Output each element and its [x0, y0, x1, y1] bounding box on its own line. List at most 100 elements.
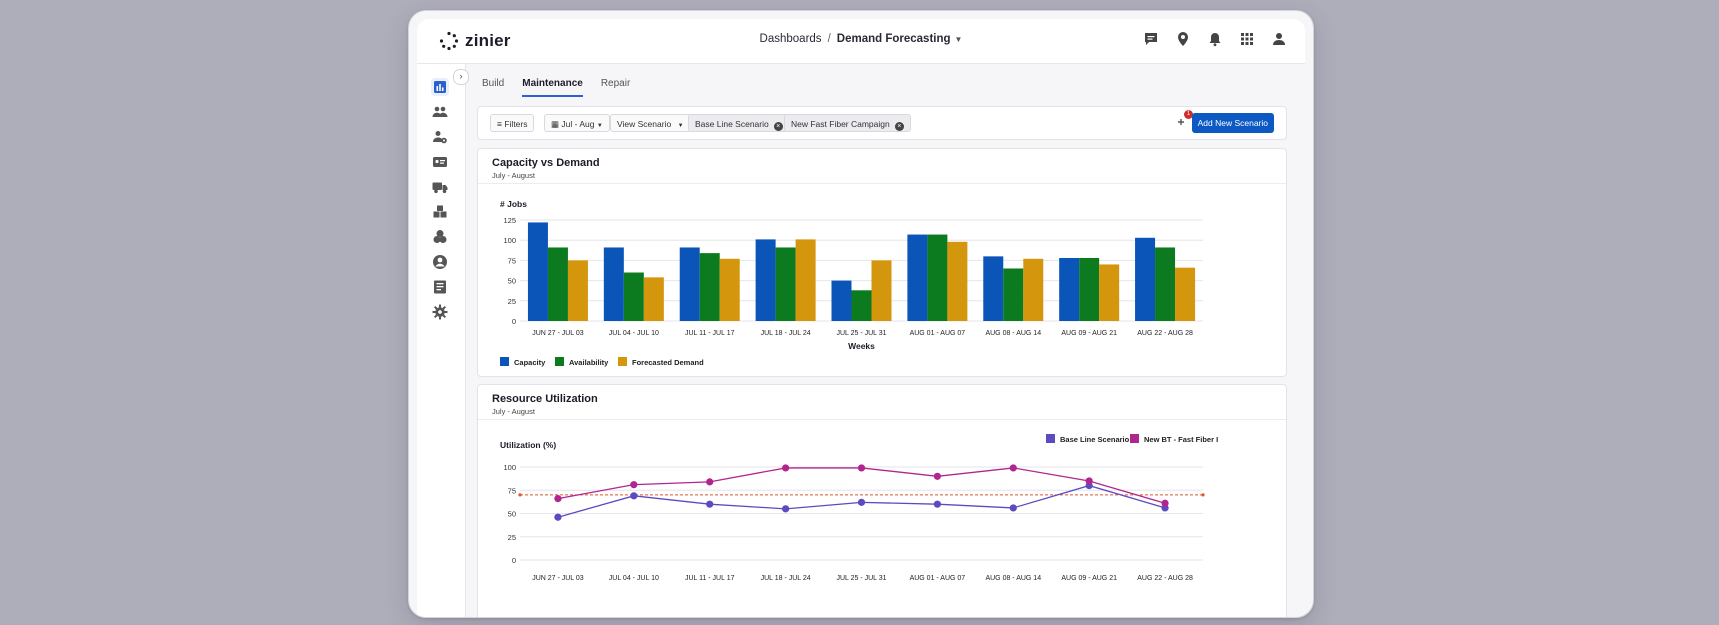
location-pin-icon[interactable] [1175, 31, 1191, 47]
card-subtitle: July - August [492, 171, 535, 180]
bar-forecasted-demand [643, 277, 664, 321]
legend-label: Capacity [514, 358, 546, 367]
user-account-icon[interactable] [1271, 31, 1287, 47]
tab-bar: Build Maintenance Repair [482, 78, 630, 97]
breadcrumb-parent[interactable]: Dashboards [759, 33, 822, 45]
sidebar-item-workforce[interactable] [431, 128, 449, 146]
x-tick-label: AUG 08 - AUG 14 [985, 575, 1041, 582]
threshold-endpoint [1201, 493, 1205, 497]
sidebar-item-profile[interactable] [431, 253, 449, 271]
y-tick-label: 50 [508, 277, 516, 286]
report-icon [434, 280, 446, 294]
y-tick-label: 50 [508, 510, 516, 519]
legend-swatch [1046, 434, 1055, 443]
x-tick-label: AUG 01 - AUG 07 [910, 575, 966, 582]
resource-utilization-line-chart: Utilization (%) 0 25 50 75 100 JUN 27 - JUL 03… [500, 434, 1218, 582]
x-tick-label: AUG 22 - AUG 28 [1137, 330, 1193, 337]
legend-swatch [500, 357, 509, 366]
view-scenario-select[interactable]: View Scenario ▼ [610, 114, 691, 132]
asset-group-icon [433, 230, 447, 243]
y-tick-label: 75 [508, 486, 516, 495]
bar-availability [1003, 268, 1024, 321]
legend-swatch [555, 357, 564, 366]
truck-icon [432, 182, 448, 194]
breadcrumb-current[interactable]: Demand Forecasting [836, 33, 951, 45]
scenario-chip-fast-fiber[interactable]: New Fast Fiber Campaign × [784, 114, 911, 132]
chevron-down-icon: ▼ [677, 123, 684, 129]
bar-availability [1155, 247, 1176, 321]
bell-icon[interactable] [1207, 31, 1223, 47]
chat-icon[interactable] [1143, 31, 1159, 47]
bar-capacity [755, 239, 776, 321]
bar-forecasted-demand [1175, 267, 1196, 321]
bar-availability [623, 272, 644, 321]
bar-availability [547, 247, 568, 321]
filters-button[interactable]: ≡ Filters [490, 114, 535, 132]
breadcrumb: Dashboards / Demand Forecasting ▼ [417, 33, 1305, 45]
x-tick-label: AUG 08 - AUG 14 [985, 330, 1041, 337]
sidebar-toggle-chevron-right-icon[interactable]: › [453, 69, 469, 85]
remove-chip-close-icon[interactable]: × [894, 122, 904, 131]
card-title: Resource Utilization [492, 393, 598, 405]
y-tick-label: 0 [512, 317, 516, 326]
sidebar-item-reports[interactable] [431, 278, 449, 296]
tab-repair[interactable]: Repair [600, 78, 631, 89]
data-point-baseline [933, 500, 941, 508]
x-tick-label: JUL 11 - JUL 17 [685, 575, 735, 582]
date-range-select[interactable]: ▦ Jul - Aug ▼ [544, 114, 610, 132]
breadcrumb-separator: / [827, 33, 831, 45]
data-point-new-bt [1009, 464, 1017, 472]
scenario-chip-baseline[interactable]: Base Line Scenario × [688, 114, 790, 132]
data-point-new-bt [706, 478, 714, 486]
bar-forecasted-demand [1099, 264, 1120, 321]
sidebar-item-assets[interactable] [431, 228, 449, 246]
x-tick-label: JUL 25 - JUL 31 [836, 575, 886, 582]
y-tick-label: 25 [508, 533, 516, 542]
x-tick-label: AUG 01 - AUG 07 [910, 330, 966, 337]
sidebar-item-fleet[interactable] [431, 178, 449, 196]
y-axis-label: Utilization (%) [500, 440, 556, 450]
sidebar-item-teams[interactable] [431, 103, 449, 121]
legend-swatch [618, 357, 627, 366]
tab-maintenance[interactable]: Maintenance [522, 78, 583, 97]
add-new-scenario-button[interactable]: Add New Scenario [1191, 113, 1274, 133]
scenario-chip-label: New Fast Fiber Campaign [791, 119, 890, 129]
filter-icon: ≡ [497, 119, 502, 129]
view-scenario-label: View Scenario [617, 119, 672, 129]
scenario-notifications-icon[interactable]: 1 [1174, 110, 1193, 129]
sidebar-item-id-cards[interactable] [431, 153, 449, 171]
legend-label: New BT - Fast Fiber Installation [1144, 435, 1218, 444]
sidebar-item-inventory[interactable] [431, 203, 449, 221]
data-point-new-bt [782, 464, 790, 472]
apps-grid-icon[interactable] [1239, 31, 1255, 47]
main-content: Build Maintenance Repair ≡ Filters ▦ Jul… [466, 64, 1305, 617]
x-tick-label: JUL 18 - JUL 24 [761, 330, 811, 337]
x-tick-label: AUG 22 - AUG 28 [1137, 575, 1193, 582]
chevron-down-icon[interactable]: ▼ [954, 35, 963, 44]
y-tick-label: 100 [503, 463, 516, 472]
tab-build[interactable]: Build [482, 78, 505, 89]
divider [478, 419, 1286, 420]
data-point-new-bt [554, 495, 562, 503]
y-tick-label: 0 [512, 556, 516, 565]
bar-availability [927, 234, 948, 321]
user-settings-icon [433, 131, 447, 144]
bar-availability [851, 290, 872, 321]
sidebar-item-settings[interactable] [431, 303, 449, 321]
threshold-endpoint [518, 493, 522, 497]
resource-utilization-card: Resource Utilization July - August Utili… [477, 384, 1287, 617]
boxes-icon [433, 205, 447, 218]
bar-availability [699, 253, 720, 321]
bar-capacity [603, 247, 624, 321]
x-tick-label: JUL 11 - JUL 17 [685, 330, 735, 337]
sidebar-item-dashboards[interactable] [431, 78, 449, 96]
top-bar: zinier Dashboards / Demand Forecasting ▼ [417, 19, 1305, 64]
x-tick-label: JUN 27 - JUL 03 [532, 575, 584, 582]
data-point-baseline [782, 505, 790, 513]
divider [478, 183, 1286, 184]
bar-forecasted-demand [871, 260, 892, 321]
logo[interactable]: zinier [439, 31, 511, 51]
zinier-logo-icon [439, 31, 459, 51]
remove-chip-close-icon[interactable]: × [773, 122, 783, 131]
bar-forecasted-demand [719, 258, 740, 321]
